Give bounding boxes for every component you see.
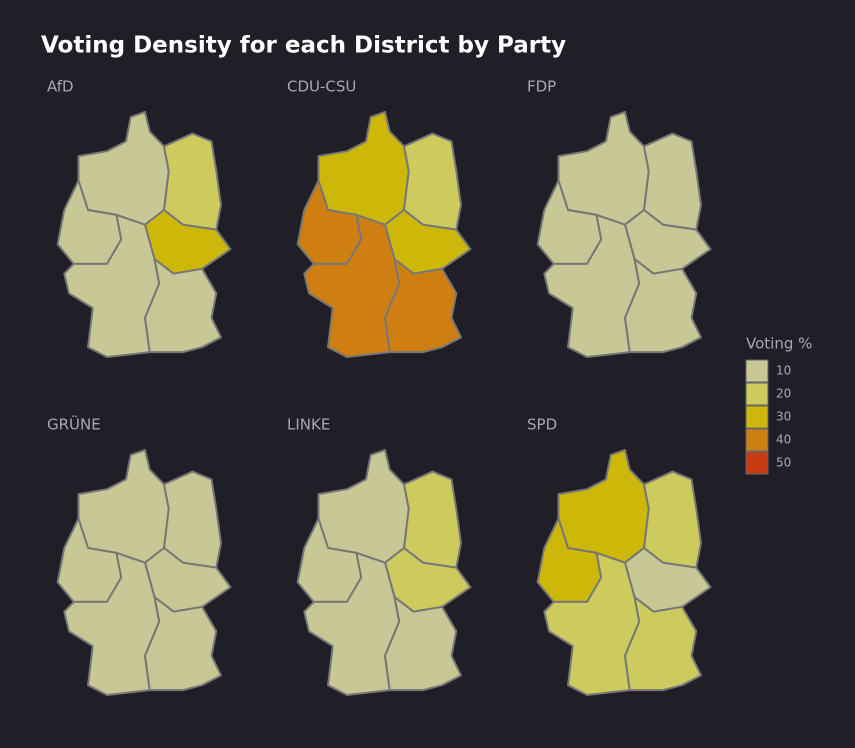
region xyxy=(624,596,702,692)
panel-title: SPD xyxy=(527,416,557,434)
region xyxy=(403,132,462,231)
panel-title: LINKE xyxy=(287,416,330,434)
region xyxy=(624,258,702,354)
region xyxy=(144,596,222,692)
legend-label: 50 xyxy=(776,456,791,470)
legend-swatch xyxy=(745,451,769,475)
region xyxy=(163,470,222,569)
region xyxy=(403,470,462,569)
panel-title: CDU-CSU xyxy=(287,78,356,96)
panel-title: FDP xyxy=(527,78,556,96)
panel-title: GRÜNE xyxy=(47,415,101,434)
region xyxy=(144,258,222,354)
region xyxy=(643,132,702,231)
legend-swatch xyxy=(745,382,769,406)
region xyxy=(384,596,462,692)
legend-label: 30 xyxy=(776,410,791,424)
legend-swatch xyxy=(745,428,769,452)
legend-label: 20 xyxy=(776,387,791,401)
legend-label: 10 xyxy=(776,364,791,378)
legend-label: 40 xyxy=(776,433,791,447)
region xyxy=(384,258,462,354)
chart-title: Voting Density for each District by Part… xyxy=(41,33,566,59)
region xyxy=(643,470,702,569)
region xyxy=(163,132,222,231)
legend-title: Voting % xyxy=(746,335,812,353)
legend-swatch xyxy=(745,359,769,383)
panel-title: AfD xyxy=(47,78,74,96)
legend-swatch xyxy=(745,405,769,429)
